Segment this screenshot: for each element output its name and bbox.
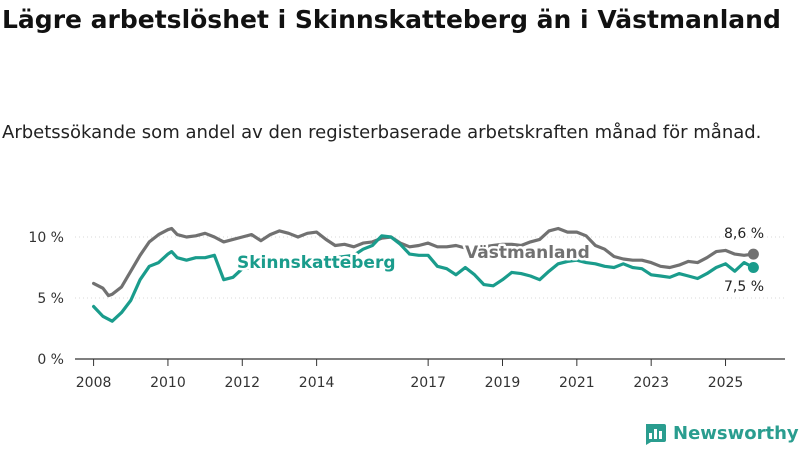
x-tick-label: 2017 [410,375,446,391]
series-line-vastmanland [91,226,756,298]
end-label-vastmanland: 8,6 % [724,226,764,242]
x-tick-label: 2014 [299,375,335,391]
x-tick-label: 2012 [224,375,260,391]
y-tick-label: 10 % [28,230,64,246]
end-point-vastmanland [747,248,759,260]
x-tick-label: 2021 [559,375,595,391]
end-label-skinnskatteberg: 7,5 % [724,279,764,295]
bar-chart-logo-icon [646,424,666,445]
chart-labels: Skinnskatteberg Västmanland 8,6 % 7,5 % [235,226,765,295]
series-label-skinnskatteberg: Skinnskatteberg [237,253,396,273]
chart-grid [75,236,785,299]
series-label-vastmanland: Västmanland [465,243,590,263]
y-axis: 0 % 5 % 10 % [28,230,64,368]
chart-subtitle: Arbetssökande som andel av den registerb… [2,122,762,143]
end-point-skinnskatteberg [747,262,759,273]
x-tick-label: 2025 [708,375,744,391]
chart-title: Lägre arbetslöshet i Skinnskatteberg än … [2,5,781,34]
x-tick-label: 2008 [76,375,112,391]
x-tick-label: 2010 [150,375,186,391]
x-tick-label: 2019 [485,375,521,391]
series-line-skinnskatteberg [91,234,756,323]
newsworthy-logo: Newsworthy [643,418,799,448]
y-tick-label: 5 % [37,291,64,307]
x-tick-label: 2023 [633,375,669,391]
chart-lines [91,226,759,323]
logo-text: Newsworthy [673,422,799,444]
y-tick-label: 0 % [37,352,64,368]
x-axis: 2008 2010 2012 2014 2017 2019 2021 2023 2025 [75,358,785,391]
